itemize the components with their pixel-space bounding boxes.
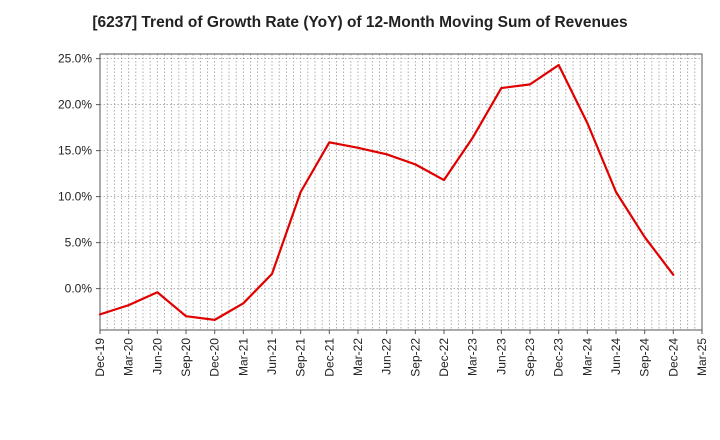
- x-tick-label: Dec-21: [322, 338, 336, 377]
- x-tick-label: Mar-23: [466, 338, 480, 376]
- y-tick-label: 5.0%: [65, 236, 93, 250]
- chart-title: [6237] Trend of Growth Rate (YoY) of 12-…: [92, 14, 628, 31]
- x-tick-label: Dec-19: [93, 338, 107, 377]
- y-tick-label: 10.0%: [58, 190, 92, 204]
- x-tick-label: Jun-23: [494, 338, 508, 375]
- series-line: [98, 63, 675, 321]
- x-tick-label: Dec-22: [437, 338, 451, 377]
- x-tick-label: Dec-20: [208, 338, 222, 377]
- x-tick-label: Jun-20: [150, 338, 164, 375]
- x-tick-label: Sep-20: [179, 338, 193, 377]
- x-tick-label: Sep-22: [408, 338, 422, 377]
- y-tick-label: 20.0%: [58, 98, 92, 112]
- x-tick-label: Mar-22: [351, 338, 365, 376]
- x-tick-label: Sep-21: [294, 338, 308, 377]
- x-tick-label: Sep-24: [638, 338, 652, 377]
- x-tick-label: Dec-24: [666, 338, 680, 377]
- x-tick-label: Jun-21: [265, 338, 279, 375]
- x-tick-label: Jun-22: [380, 338, 394, 375]
- x-tick-label: Mar-25: [695, 338, 709, 376]
- x-tick-label: Jun-24: [609, 338, 623, 375]
- x-tick-label: Mar-21: [236, 338, 250, 376]
- x-tick-label: Sep-23: [523, 338, 537, 377]
- y-tick-label: 0.0%: [65, 282, 93, 296]
- plot-frame: [99, 53, 703, 331]
- x-tick-label: Mar-20: [122, 338, 136, 376]
- x-tick-label: Mar-24: [580, 338, 594, 376]
- y-tick-label: 25.0%: [58, 52, 92, 66]
- x-tick-label: Dec-23: [552, 338, 566, 377]
- y-tick-label: 15.0%: [58, 144, 92, 158]
